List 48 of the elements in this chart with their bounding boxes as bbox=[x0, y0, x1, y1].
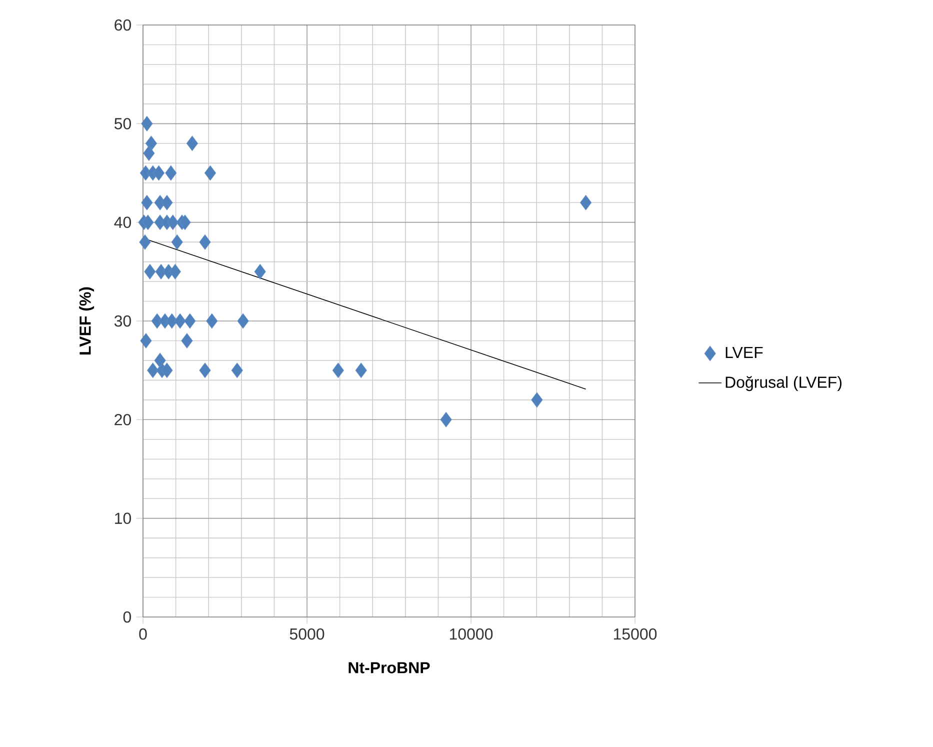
point bbox=[237, 313, 249, 329]
point bbox=[141, 116, 153, 132]
y-tick-label: 30 bbox=[114, 315, 132, 327]
y-tick-label: 10 bbox=[115, 512, 132, 524]
point bbox=[199, 234, 211, 250]
x-axis-title: Nt-ProBNP bbox=[348, 662, 430, 674]
point bbox=[531, 392, 543, 408]
point bbox=[254, 264, 266, 280]
point bbox=[161, 194, 173, 210]
point bbox=[355, 362, 367, 378]
x-tick-label: 0 bbox=[139, 628, 147, 640]
point bbox=[147, 362, 159, 378]
point bbox=[143, 146, 155, 161]
point bbox=[231, 362, 243, 378]
point bbox=[171, 234, 183, 250]
point bbox=[165, 165, 177, 181]
point bbox=[181, 333, 193, 348]
point bbox=[141, 194, 153, 210]
point bbox=[174, 313, 186, 329]
point bbox=[580, 194, 592, 210]
y-tick-label: 40 bbox=[114, 216, 132, 228]
y-tick-label: 60 bbox=[114, 19, 132, 31]
y-tick-label: 50 bbox=[114, 118, 132, 130]
point bbox=[204, 165, 216, 181]
point bbox=[144, 264, 156, 280]
point bbox=[179, 214, 191, 230]
point bbox=[161, 362, 173, 378]
point bbox=[332, 362, 344, 378]
point bbox=[206, 313, 218, 329]
y-tick-label: 20 bbox=[114, 414, 132, 426]
point bbox=[166, 313, 178, 329]
point bbox=[139, 234, 151, 250]
point bbox=[440, 412, 452, 428]
point bbox=[199, 362, 211, 378]
point bbox=[140, 333, 152, 348]
legend-label: LVEF bbox=[726, 346, 763, 358]
y-tick-label: 0 bbox=[123, 611, 132, 623]
x-tick-label: 10000 bbox=[450, 628, 493, 640]
point bbox=[152, 165, 165, 181]
point bbox=[184, 313, 196, 329]
y-axis-title: LVEF (%) bbox=[79, 287, 94, 354]
point bbox=[142, 214, 154, 230]
point bbox=[169, 264, 181, 280]
point bbox=[167, 214, 179, 230]
x-tick-label: 15000 bbox=[614, 628, 657, 640]
legend-label: Doğrusal (LVEF) bbox=[726, 376, 842, 392]
point bbox=[186, 136, 198, 151]
x-tick-label: 5000 bbox=[290, 628, 324, 640]
